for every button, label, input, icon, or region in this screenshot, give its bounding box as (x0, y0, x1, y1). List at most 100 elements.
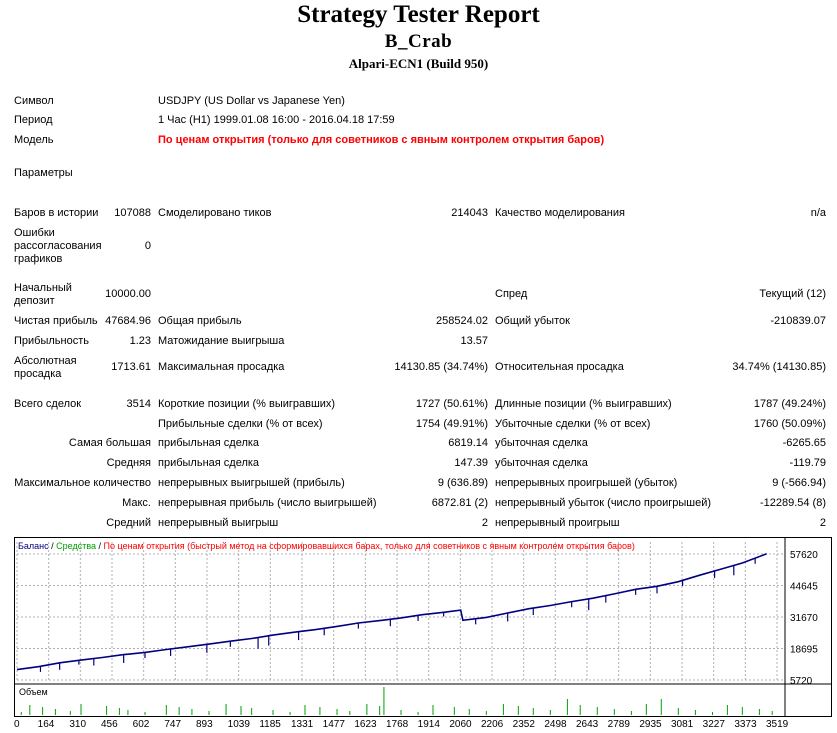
loss-trades-value: 1760 (50.09%) (753, 418, 826, 430)
x-tick-label: 310 (69, 719, 87, 730)
volume-label: Объем (19, 687, 48, 697)
avg-label: Средний (106, 517, 151, 529)
x-tick-label: 3227 (702, 719, 725, 730)
bars-label: Баров в истории (14, 207, 99, 219)
x-tick-label: 1623 (354, 719, 377, 730)
x-tick-label: 2060 (449, 719, 472, 730)
mismatch-label-1: Ошибки (14, 227, 55, 239)
x-tick-label: 2352 (512, 719, 535, 730)
legend-equity: Средства (56, 541, 97, 551)
expert-name: B_Crab (384, 31, 453, 52)
abs-dd-label-2: просадка (14, 368, 62, 380)
gross-loss-value: -210839.07 (770, 315, 826, 327)
x-tick-label: 3373 (734, 719, 757, 730)
max-cons-loss-label: непрерывный убыток (число проигрышей) (495, 497, 712, 509)
long-label: Длинные позиции (% выигравших) (495, 398, 672, 410)
long-value: 1787 (49.24%) (753, 398, 826, 410)
x-tick-label: 2643 (576, 719, 599, 730)
short-label: Короткие позиции (% выигравших) (158, 398, 336, 410)
x-tick-label: 1331 (291, 719, 314, 730)
avg-cons-wins-label: непрерывный выигрыш (158, 517, 279, 529)
net-profit-label: Чистая прибыль (14, 315, 98, 327)
model-value: По ценам открытия (только для советников… (158, 134, 605, 146)
x-tick-label: 164 (37, 719, 55, 730)
max-cons-wins-value: 9 (636.89) (437, 477, 488, 489)
mismatch-label-2: рассогласования (14, 240, 102, 252)
abs-dd-value: 1713.61 (111, 361, 151, 373)
y-tick-label: 18695 (790, 645, 818, 656)
largest-profit-value: 6819.14 (448, 437, 488, 449)
y-tick-label: 44645 (790, 582, 818, 593)
spread-label: Спред (495, 288, 528, 300)
max-cons-profit-label: непрерывная прибыль (число выигрышей) (158, 497, 377, 509)
bars-value: 107088 (114, 207, 151, 219)
avg-profit-value: 147.39 (454, 457, 488, 469)
period-value: 1 Час (H1) 1999.01.08 16:00 - 2016.04.18… (158, 114, 395, 126)
x-tick-label: 1039 (227, 719, 250, 730)
legend-model: По ценам открытия (быстрый метод на сфор… (103, 541, 635, 551)
gross-profit-label: Общая прибыль (158, 315, 242, 327)
largest-loss-value: -6265.65 (782, 437, 826, 449)
chart-legend: Баланс / Средства / По ценам открытия (б… (18, 541, 635, 551)
x-tick-label: 0 (14, 719, 20, 730)
largest-profit-label: прибыльная сделка (158, 437, 260, 449)
loss-trades-label: Убыточные сделки (% от всех) (495, 418, 651, 430)
x-tick-label: 3519 (766, 719, 789, 730)
net-profit-value: 47684.96 (105, 315, 151, 327)
balance-line (16, 553, 767, 671)
y-tick-label: 5720 (790, 676, 813, 687)
report-title: Strategy Tester Report (297, 1, 540, 28)
max-dd-value: 14130.85 (34.74%) (394, 361, 488, 373)
ticks-label: Смоделировано тиков (158, 207, 272, 219)
short-value: 1727 (50.61%) (415, 398, 488, 410)
profit-factor-value: 1.23 (129, 335, 151, 347)
profit-trades-label: Прибыльные сделки (% от всех) (158, 418, 323, 430)
max-cons-losses-label: непрерывных проигрышей (убыток) (495, 477, 678, 489)
symbol-label: Символ (14, 95, 54, 107)
largest-loss-label: убыточная сделка (495, 437, 588, 449)
y-tick-label: 57620 (790, 550, 818, 561)
x-tick-label: 2935 (639, 719, 662, 730)
x-tick-label: 2498 (544, 719, 567, 730)
abs-dd-label-1: Абсолютная (14, 355, 77, 367)
period-label: Период (14, 114, 53, 126)
gross-profit-value: 258524.02 (436, 315, 488, 327)
y-tick-label: 31670 (790, 613, 818, 624)
spread-value: Текущий (12) (759, 288, 826, 300)
model-label: Модель (14, 134, 54, 146)
x-tick-label: 1768 (386, 719, 409, 730)
max-dd-label: Максимальная просадка (158, 361, 285, 373)
max-cons-profit-value: 6872.81 (2) (431, 497, 488, 509)
deposit-label-2: депозит (14, 295, 55, 307)
x-tick-label: 1914 (417, 719, 440, 730)
x-tick-label: 1185 (259, 719, 281, 730)
profit-trades-value: 1754 (49.91%) (415, 418, 488, 430)
balance-chart: 57620 44645 31670 18695 5720 Баланс / Средст… (14, 537, 832, 717)
quality-label: Качество моделирования (495, 207, 625, 219)
mismatch-value: 0 (144, 240, 151, 252)
avg-cons-losses-value: 2 (819, 517, 826, 529)
max-count-label: Максимальное количество (14, 477, 151, 489)
deposit-value: 10000.00 (105, 288, 151, 300)
legend-sep-1: / (48, 541, 57, 551)
avg-cons-losses-label: непрерывный проигрыш (495, 517, 620, 529)
params-label: Параметры (14, 167, 73, 179)
avg-cons-wins-value: 2 (481, 517, 488, 529)
max-cons-wins-label: непрерывных выигрышей (прибыль) (158, 477, 345, 489)
total-trades-value: 3514 (126, 398, 151, 410)
gross-loss-label: Общий убыток (495, 315, 570, 327)
mismatch-label-3: графиков (14, 253, 63, 265)
profit-factor-label: Прибыльность (14, 335, 89, 347)
x-tick-label: 456 (101, 719, 118, 730)
quality-value: n/a (810, 207, 826, 219)
x-tick-label: 602 (132, 719, 150, 730)
max-label: Макс. (122, 497, 151, 509)
legend-sep-2: / (96, 541, 104, 551)
symbol-value: USDJPY (US Dollar vs Japanese Yen) (158, 95, 345, 107)
rel-dd-value: 34.74% (14130.85) (732, 361, 826, 373)
x-tick-label: 3081 (671, 719, 694, 730)
expected-payoff-label: Матожидание выигрыша (158, 335, 285, 347)
avg-loss-value: -119.79 (789, 457, 827, 469)
max-cons-loss-value: -12289.54 (8) (759, 497, 826, 509)
x-tick-label: 2206 (481, 719, 504, 730)
